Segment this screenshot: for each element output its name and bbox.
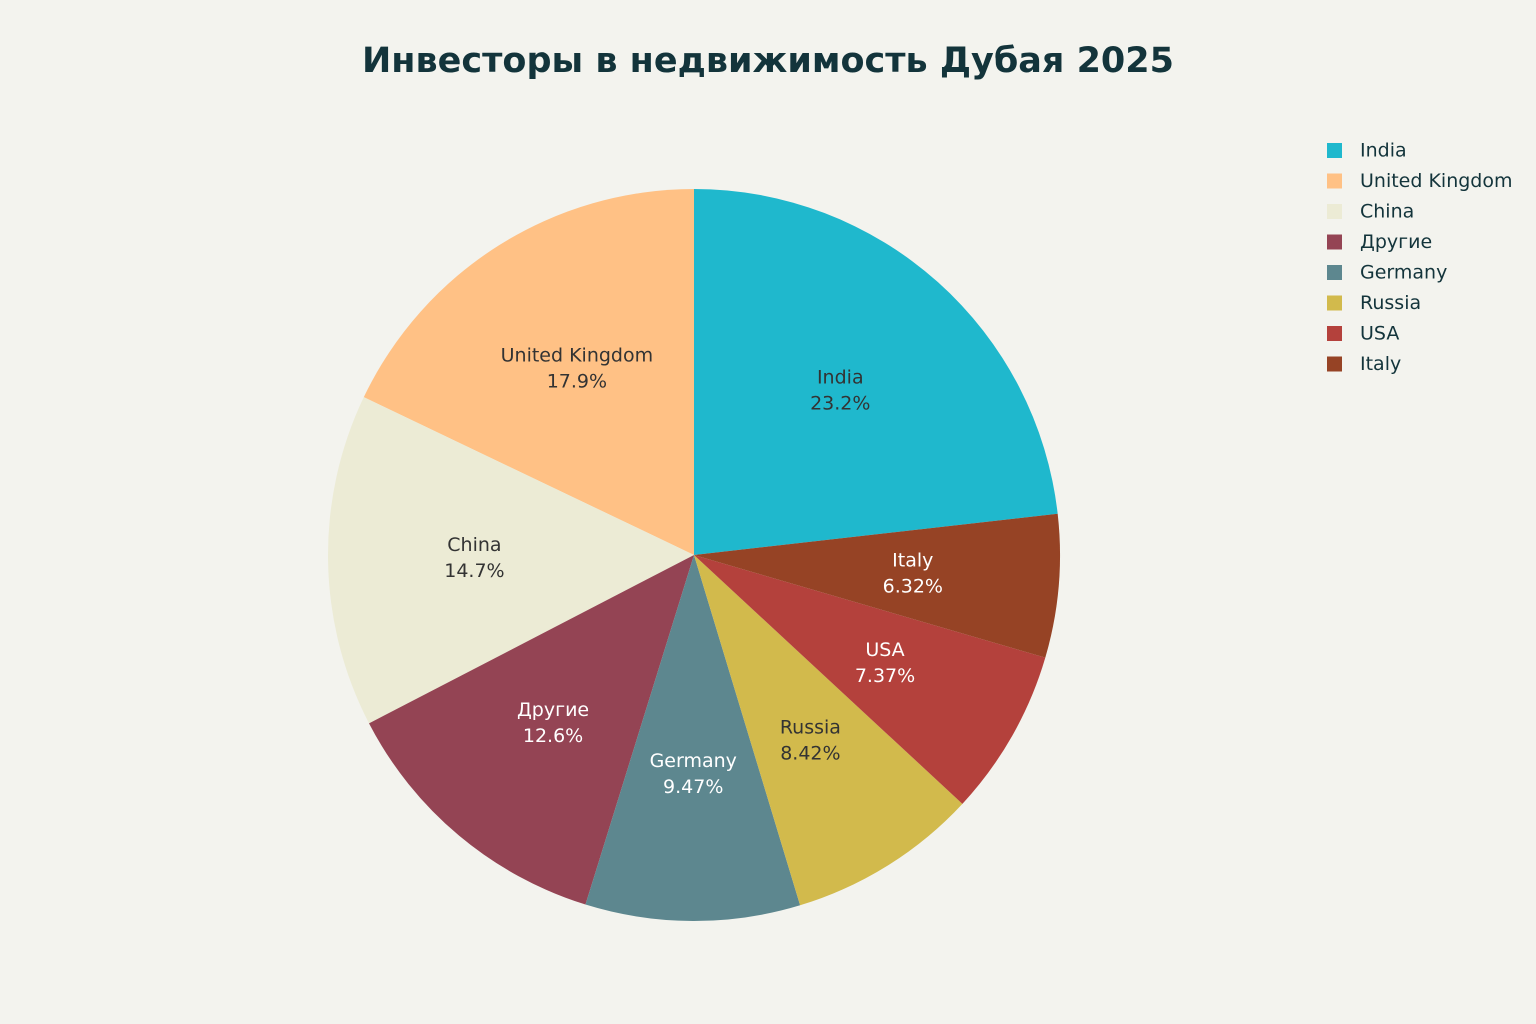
slice-value-label: 7.37%	[855, 665, 915, 687]
legend-label: Другие	[1360, 231, 1432, 253]
slice-value-label: 6.32%	[883, 575, 943, 597]
pie-slice	[327, 397, 694, 724]
chart-title: Инвесторы в недвижимость Дубая 2025	[362, 41, 1174, 81]
legend-label: Italy	[1360, 353, 1401, 375]
slice-value-label: 17.9%	[547, 371, 607, 393]
legend-label: China	[1360, 201, 1414, 223]
slice-value-label: 23.2%	[810, 393, 870, 415]
slice-label: United Kingdom	[501, 345, 654, 367]
pie-slice	[694, 189, 1058, 555]
legend-label: Russia	[1360, 292, 1421, 314]
slice-label: USA	[865, 639, 904, 661]
legend-swatch	[1327, 326, 1342, 341]
slice-value-label: 8.42%	[780, 743, 840, 765]
slice-label: Italy	[892, 549, 933, 571]
legend-swatch	[1327, 143, 1342, 158]
slice-label: India	[817, 367, 864, 389]
legend-label: India	[1360, 140, 1407, 162]
legend-swatch	[1327, 204, 1342, 219]
pie-slice	[363, 189, 694, 555]
slice-label: China	[447, 534, 501, 556]
pie-slice	[585, 555, 801, 921]
legend-label: United Kingdom	[1360, 170, 1513, 192]
legend-swatch	[1327, 265, 1342, 280]
legend-swatch	[1327, 173, 1342, 189]
legend-swatch	[1327, 295, 1342, 311]
slice-label: Germany	[650, 750, 737, 772]
pie-slice	[694, 555, 1046, 804]
legend-swatch	[1327, 234, 1342, 250]
legend-label: Germany	[1360, 262, 1447, 284]
slice-label: Russia	[780, 717, 841, 739]
legend-swatch	[1327, 356, 1342, 372]
pie-slice	[369, 555, 694, 905]
pie-slice	[694, 513, 1060, 658]
slice-value-label: 12.6%	[523, 725, 583, 747]
pie-slice	[694, 555, 963, 906]
slice-label: Другие	[517, 699, 589, 721]
slice-value-label: 14.7%	[444, 560, 504, 582]
legend-label: USA	[1360, 323, 1399, 345]
slice-value-label: 9.47%	[663, 776, 723, 798]
